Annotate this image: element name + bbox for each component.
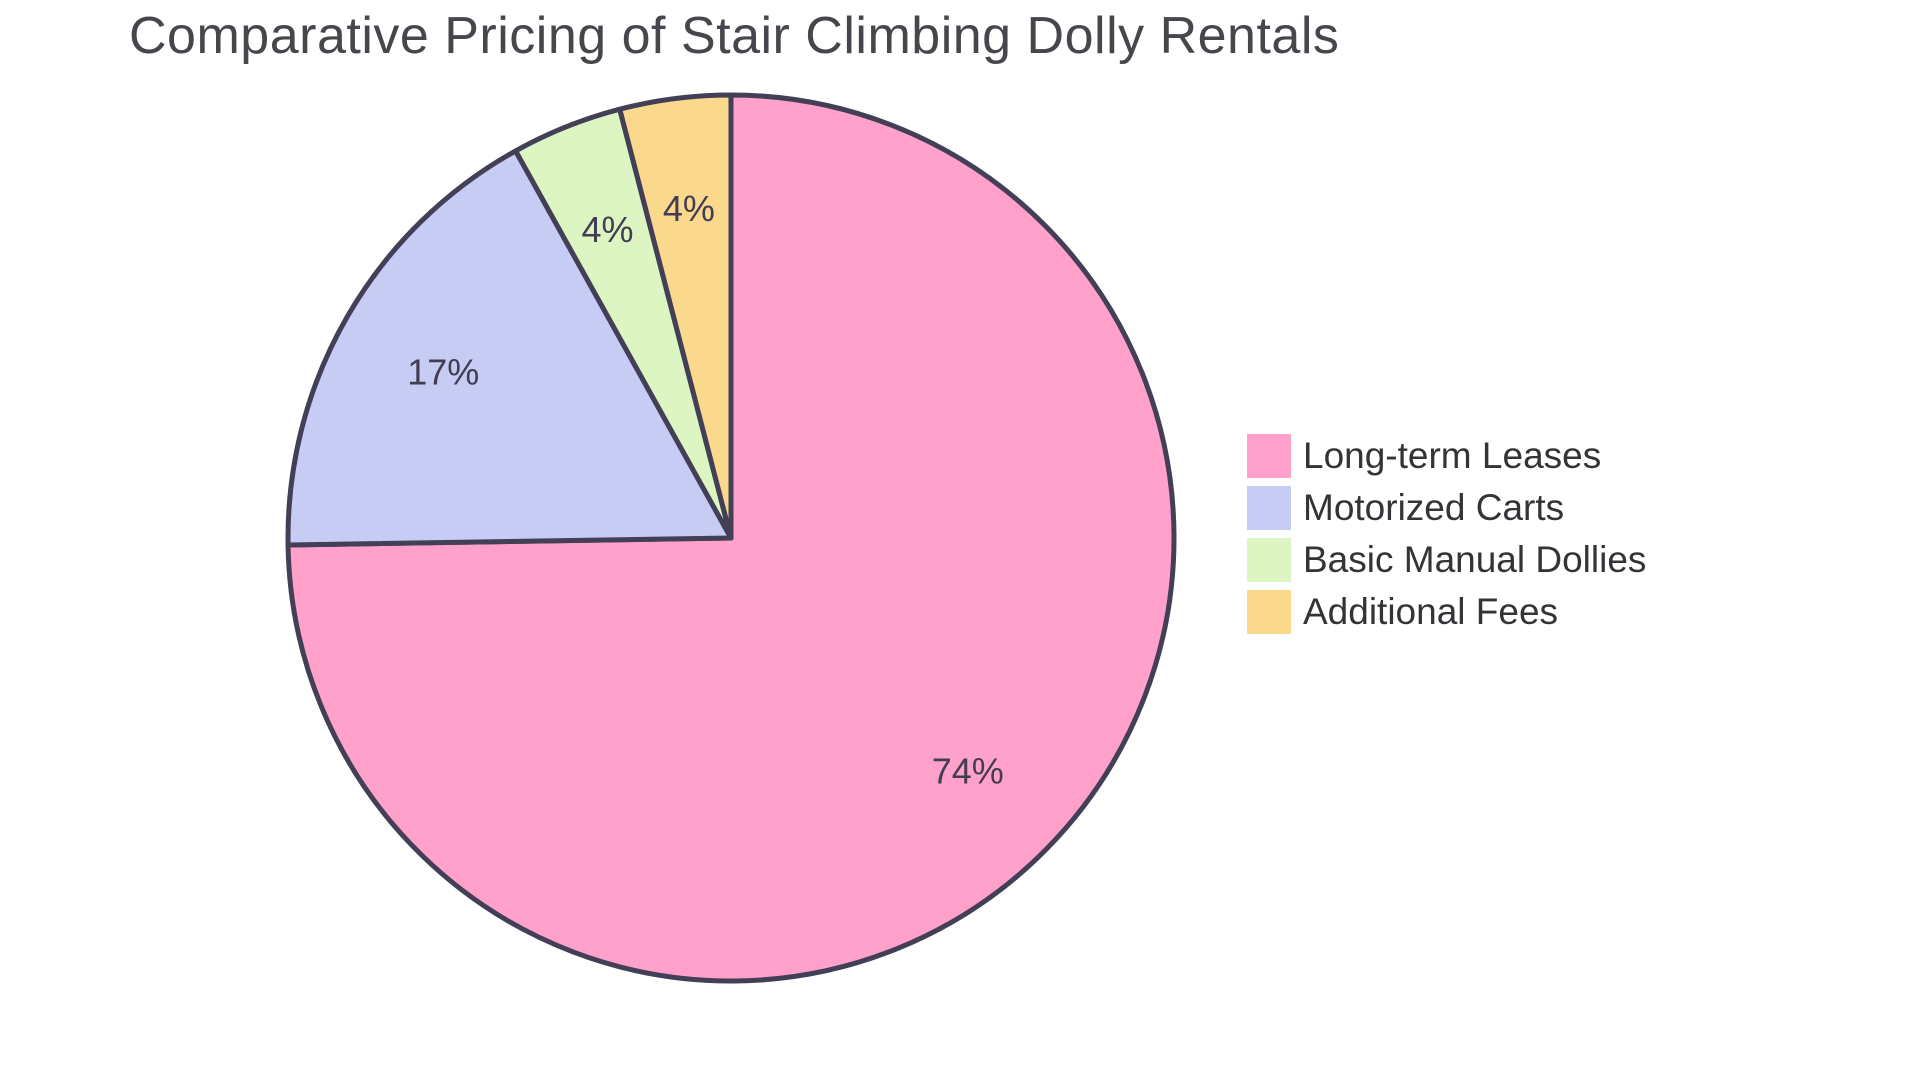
legend-item-additional-fees[interactable]: Additional Fees	[1247, 590, 1646, 634]
legend-item-motorized-carts[interactable]: Motorized Carts	[1247, 486, 1646, 530]
legend-item-basic-manual-dollies[interactable]: Basic Manual Dollies	[1247, 538, 1646, 582]
pie-slice-motorized-carts[interactable]	[285, 148, 734, 548]
legend-swatch-basic-manual-dollies	[1247, 538, 1291, 582]
legend-label-basic-manual-dollies: Basic Manual Dollies	[1303, 539, 1647, 580]
slice-percent-additional-fees: 4%	[663, 188, 715, 229]
legend-label-long-term-leases: Long-term Leases	[1303, 435, 1602, 476]
legend-swatch-additional-fees	[1247, 590, 1291, 634]
slice-percent-long-term-leases: 74%	[932, 751, 1004, 792]
legend: Long-term Leases Motorized Carts Basic Man…	[1247, 434, 1646, 642]
pie-slice-additional-fees[interactable]	[617, 92, 734, 541]
legend-label-additional-fees: Additional Fees	[1303, 591, 1559, 632]
slice-percent-motorized-carts: 17%	[407, 351, 479, 392]
chart-title: Comparative Pricing of Stair Climbing Do…	[129, 7, 1340, 65]
legend-swatch-motorized-carts	[1247, 486, 1291, 530]
legend-swatch-long-term-leases	[1247, 434, 1291, 478]
legend-label-motorized-carts: Motorized Carts	[1303, 487, 1565, 528]
legend-item-long-term-leases[interactable]: Long-term Leases	[1247, 434, 1646, 478]
slice-percent-basic-manual-dollies: 4%	[581, 209, 633, 250]
